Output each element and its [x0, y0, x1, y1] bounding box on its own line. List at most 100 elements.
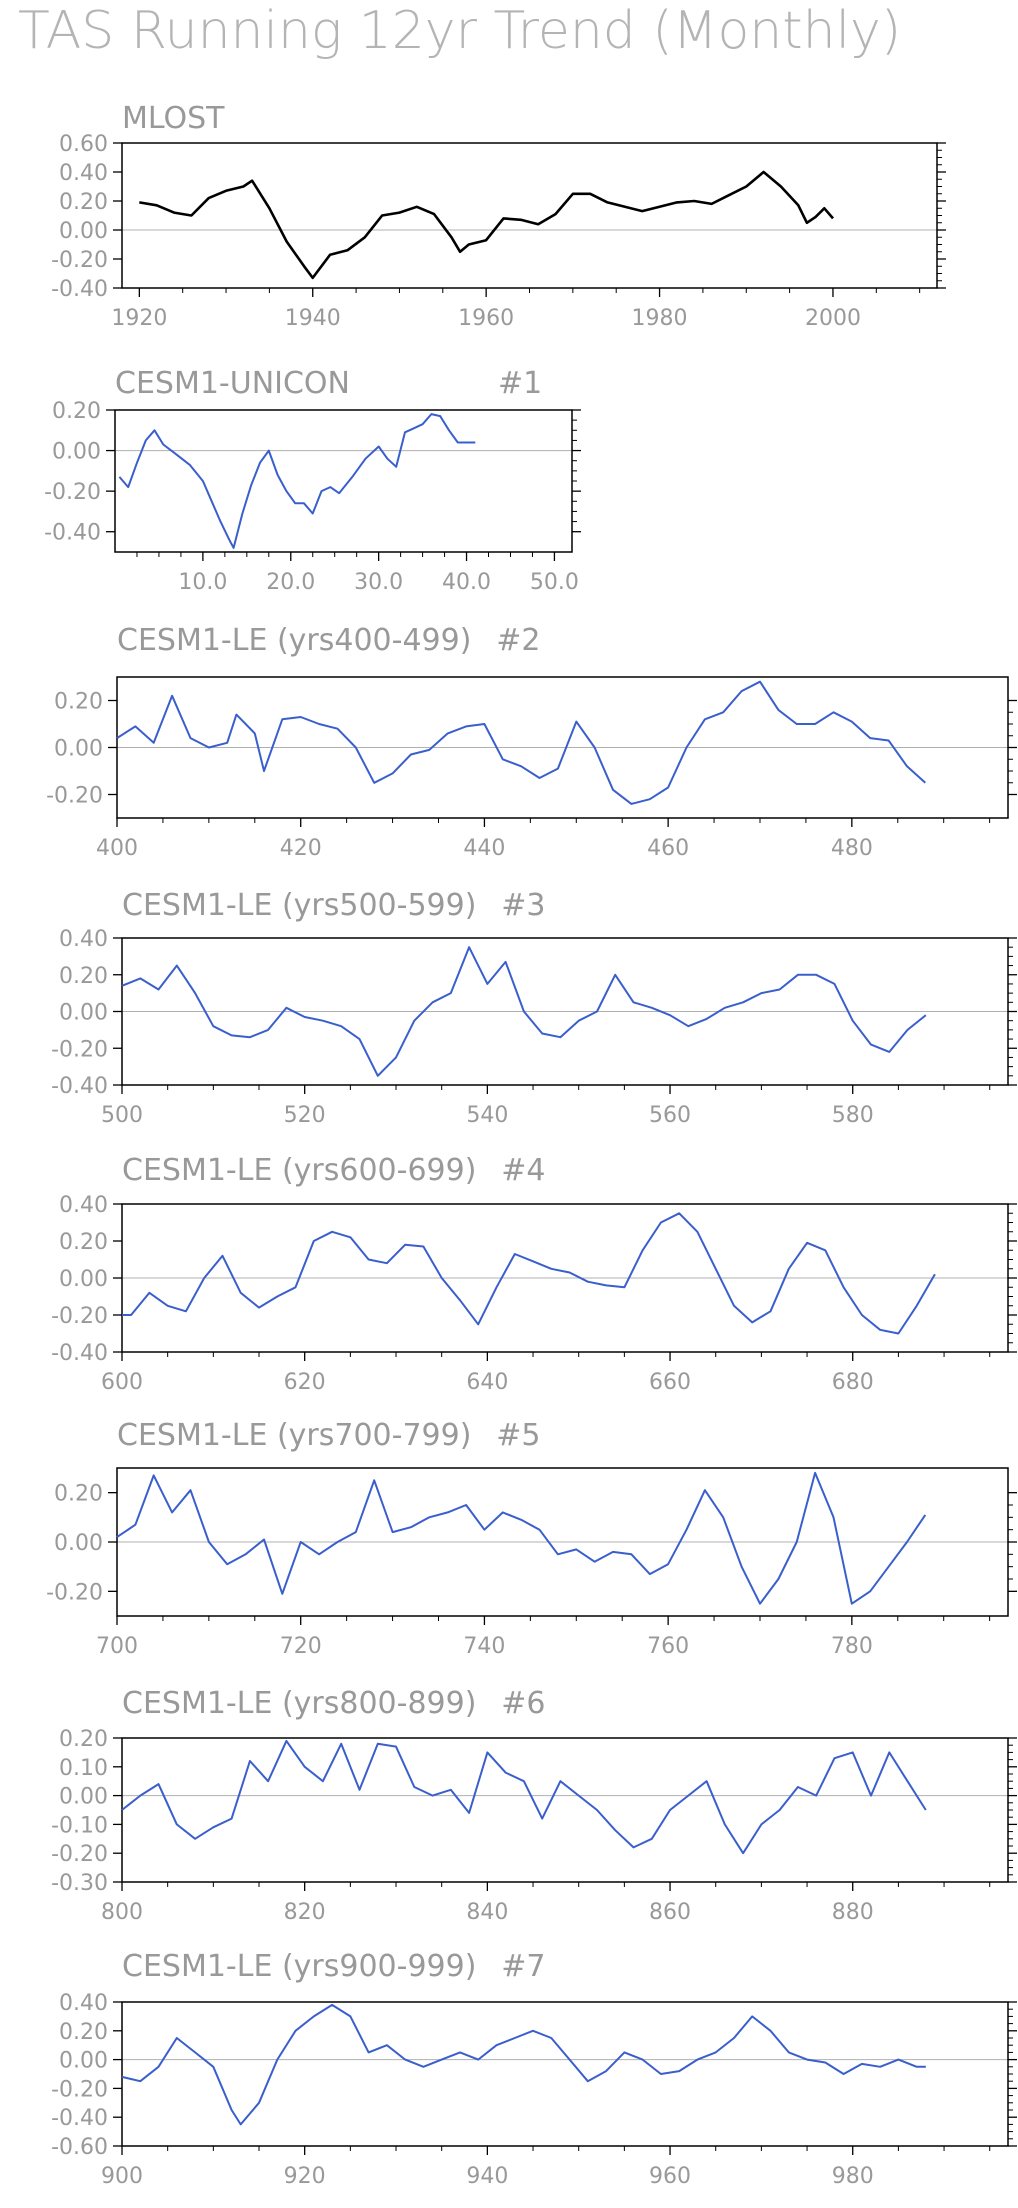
chart-2-xtick-label: 420 — [280, 836, 322, 861]
chart-3-ytick-label: 0.20 — [59, 964, 108, 989]
chart-0-ytick-label: 0.60 — [59, 132, 108, 157]
chart-4-ytick-label: -0.20 — [51, 1304, 108, 1329]
chart-7-ytick-label: -0.20 — [51, 2077, 108, 2102]
chart-3-xtick-label: 580 — [832, 1103, 874, 1128]
chart-4-xtick-label: 660 — [649, 1370, 691, 1395]
chart-1-ytick-label: -0.40 — [44, 521, 101, 546]
chart-0-xtick-label: 1960 — [458, 306, 514, 331]
chart-0-ytick-label: 0.00 — [59, 219, 108, 244]
chart-0-series-line — [139, 170, 834, 280]
chart-4-ytick-label: -0.40 — [51, 1341, 108, 1366]
chart-1-ytick-label: 0.00 — [52, 440, 101, 465]
chart-1-series-line — [118, 413, 476, 549]
figure-title: TAS Running 12yr Trend (Monthly) — [18, 1, 901, 61]
chart-3-xtick-label: 540 — [466, 1103, 508, 1128]
chart-3-run-label: #3 — [501, 888, 545, 923]
chart-0-frame — [121, 142, 938, 289]
chart-7-ytick-label: 0.00 — [59, 2049, 108, 2074]
chart-2-series-line — [116, 680, 926, 805]
chart-6-ytick-label: -0.20 — [51, 1842, 108, 1867]
chart-7-xtick-label: 920 — [284, 2164, 326, 2189]
chart-5-xtick-label: 720 — [280, 1634, 322, 1659]
chart-1-xtick-label: 20.0 — [266, 570, 315, 595]
chart-7-xtick-label: 940 — [466, 2164, 508, 2189]
chart-4-run-label: #4 — [501, 1153, 545, 1188]
chart-1-run-label: #1 — [498, 366, 542, 401]
chart-3-xtick-label: 560 — [649, 1103, 691, 1128]
chart-6-ytick-label: -0.30 — [51, 1871, 108, 1896]
chart-6-xtick-label: 800 — [101, 1900, 143, 1925]
chart-1-xtick-label: 10.0 — [178, 570, 227, 595]
chart-1-xtick-label: 30.0 — [354, 570, 403, 595]
chart-0-xtick-label: 2000 — [805, 306, 861, 331]
chart-6-xtick-label: 820 — [284, 1900, 326, 1925]
chart-1-ytick-label: 0.20 — [52, 399, 101, 424]
chart-6-ytick-label: 0.10 — [59, 1756, 108, 1781]
chart-4-title: CESM1-LE (yrs600-699) — [122, 1153, 476, 1188]
chart-6-xtick-label: 840 — [466, 1900, 508, 1925]
chart-1-ytick-label: -0.20 — [44, 480, 101, 505]
chart-4-ytick-label: 0.20 — [59, 1230, 108, 1255]
chart-2-ytick-label: 0.20 — [54, 690, 103, 715]
chart-4-series-line — [122, 1212, 936, 1335]
chart-0-ytick-label: -0.40 — [51, 277, 108, 302]
chart-6-ytick-label: 0.00 — [59, 1785, 108, 1810]
chart-7-run-label: #7 — [501, 1949, 545, 1984]
chart-3-ytick-label: -0.40 — [51, 1074, 108, 1099]
chart-7-series-line — [121, 2003, 926, 2126]
chart-5-xtick-label: 760 — [647, 1634, 689, 1659]
chart-0-xtick-label: 1920 — [111, 306, 167, 331]
chart-4-xtick-label: 600 — [101, 1370, 143, 1395]
chart-1-title: CESM1-UNICON — [115, 366, 350, 401]
chart-7-frame — [121, 2001, 1009, 2147]
chart-6-xtick-label: 860 — [649, 1900, 691, 1925]
chart-6-frame — [121, 1737, 1009, 1883]
chart-2-run-label: #2 — [496, 623, 540, 658]
chart-4-xtick-label: 680 — [832, 1370, 874, 1395]
chart-1-xtick-label: 50.0 — [530, 570, 579, 595]
chart-7-ytick-label: -0.40 — [51, 2106, 108, 2131]
chart-1-frame — [114, 409, 573, 553]
chart-7-xtick-label: 900 — [101, 2164, 143, 2189]
chart-2-xtick-label: 400 — [96, 836, 138, 861]
chart-5-run-label: #5 — [496, 1418, 540, 1453]
chart-7-title: CESM1-LE (yrs900-999) — [122, 1949, 476, 1984]
chart-0-ytick-label: 0.20 — [59, 190, 108, 215]
chart-5-xtick-label: 740 — [463, 1634, 505, 1659]
chart-6-xtick-label: 880 — [832, 1900, 874, 1925]
chart-4-ytick-label: 0.00 — [59, 1267, 108, 1292]
chart-5-ytick-label: 0.20 — [54, 1482, 103, 1507]
chart-6-series-line — [121, 1739, 927, 1855]
chart-7-xtick-label: 980 — [832, 2164, 874, 2189]
chart-0-title: MLOST — [122, 101, 225, 136]
chart-3-xtick-label: 500 — [101, 1103, 143, 1128]
chart-2-ytick-label: 0.00 — [54, 737, 103, 762]
chart-3-xtick-label: 520 — [284, 1103, 326, 1128]
chart-4-xtick-label: 640 — [466, 1370, 508, 1395]
chart-6-ytick-label: 0.20 — [59, 1727, 108, 1752]
chart-5-title: CESM1-LE (yrs700-799) — [117, 1418, 471, 1453]
chart-6-ytick-label: -0.10 — [51, 1813, 108, 1838]
chart-5-xtick-label: 700 — [96, 1634, 138, 1659]
chart-3-title: CESM1-LE (yrs500-599) — [122, 888, 476, 923]
chart-5-ytick-label: 0.00 — [54, 1531, 103, 1556]
chart-7-xtick-label: 960 — [649, 2164, 691, 2189]
chart-5-series-line — [116, 1471, 927, 1605]
chart-4-ytick-label: 0.40 — [59, 1193, 108, 1218]
chart-7-ytick-label: -0.60 — [51, 2135, 108, 2160]
chart-0-xtick-label: 1940 — [285, 306, 341, 331]
chart-3-ytick-label: 0.40 — [59, 927, 108, 952]
chart-7-ytick-label: 0.40 — [59, 1991, 108, 2016]
chart-0-ytick-label: -0.20 — [51, 248, 108, 273]
chart-1-xtick-label: 40.0 — [442, 570, 491, 595]
chart-2-ytick-label: -0.20 — [46, 784, 103, 809]
chart-6-title: CESM1-LE (yrs800-899) — [122, 1686, 476, 1721]
chart-6-run-label: #6 — [501, 1686, 545, 1721]
chart-4-xtick-label: 620 — [284, 1370, 326, 1395]
chart-3-ytick-label: -0.20 — [51, 1037, 108, 1062]
chart-5-ytick-label: -0.20 — [46, 1580, 103, 1605]
chart-0-xtick-label: 1980 — [632, 306, 688, 331]
chart-5-xtick-label: 780 — [831, 1634, 873, 1659]
chart-3-ytick-label: 0.00 — [59, 1001, 108, 1026]
chart-3-series-line — [121, 946, 927, 1077]
